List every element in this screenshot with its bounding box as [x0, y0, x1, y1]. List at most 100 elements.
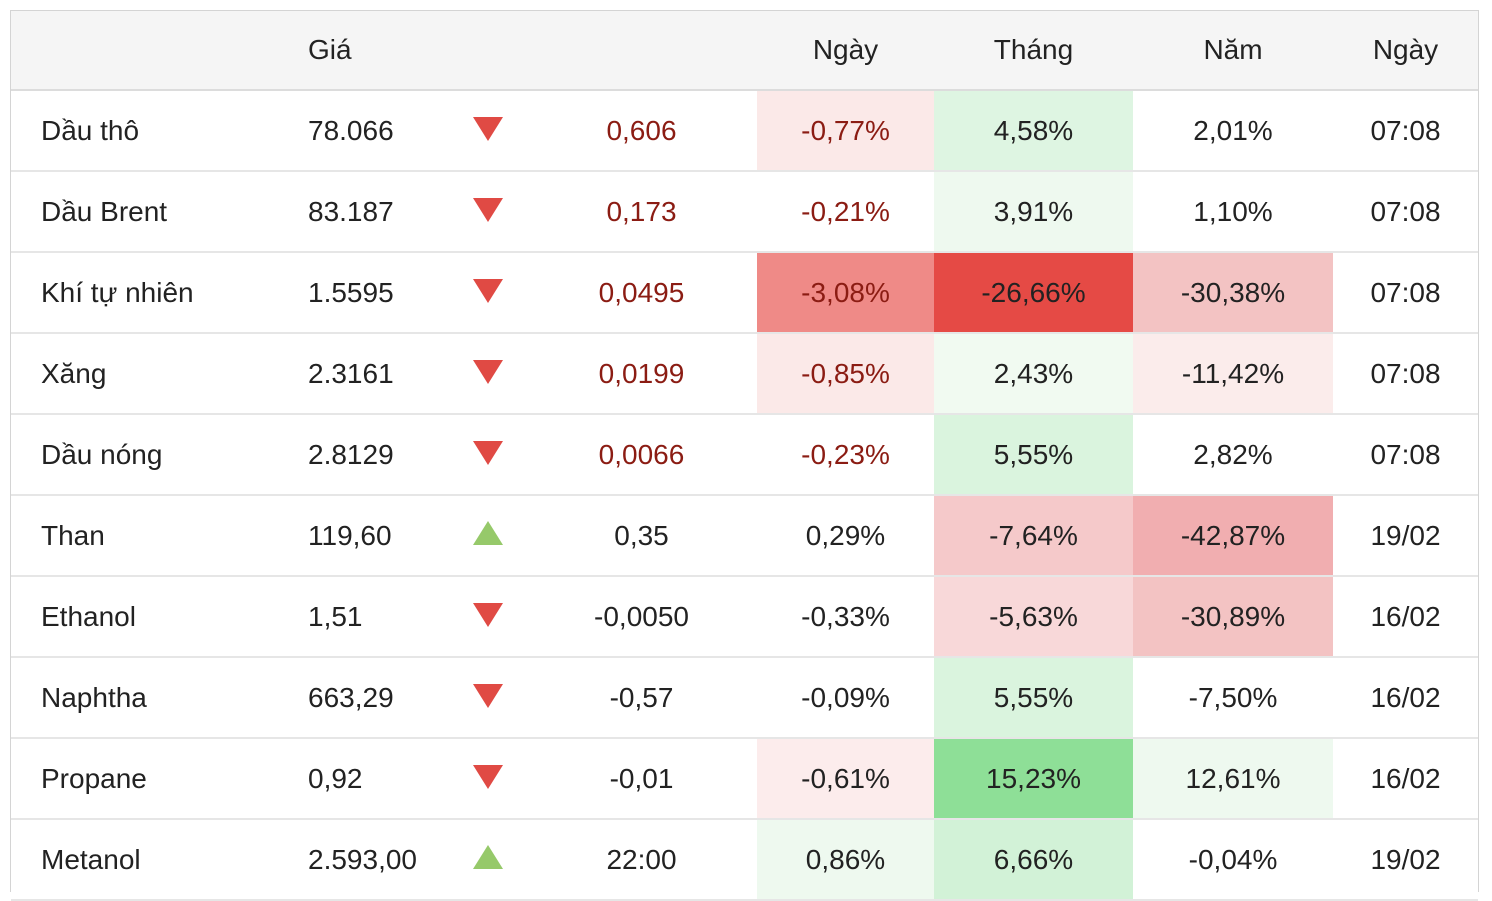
direction-cell — [459, 414, 526, 496]
commodities-table-container: Giá Ngày Tháng Năm Ngày Dầu thô 78.066 0… — [10, 10, 1479, 901]
commodity-date: 07:08 — [1333, 90, 1478, 172]
commodity-date: 07:08 — [1333, 252, 1478, 334]
commodity-price: 2.593,00 — [276, 819, 459, 901]
header-price[interactable]: Giá — [276, 11, 459, 91]
header-change[interactable] — [526, 11, 757, 91]
commodity-price: 119,60 — [276, 495, 459, 577]
commodity-price: 0,92 — [276, 738, 459, 820]
commodity-day-change: -3,08% — [757, 252, 934, 334]
commodity-year-change: -7,50% — [1133, 657, 1333, 739]
table-row[interactable]: Ethanol 1,51 -0,0050 -0,33% -5,63% -30,8… — [11, 576, 1478, 658]
header-name[interactable] — [11, 11, 276, 91]
commodity-day-change: -0,85% — [757, 333, 934, 415]
commodity-name[interactable]: Propane — [11, 738, 276, 820]
commodity-price: 1.5595 — [276, 252, 459, 334]
commodity-date: 07:08 — [1333, 414, 1478, 496]
commodity-day-change: -0,33% — [757, 576, 934, 658]
table-row[interactable]: Than 119,60 0,35 0,29% -7,64% -42,87% 19… — [11, 495, 1478, 577]
commodity-name[interactable]: Xăng — [11, 333, 276, 415]
commodity-day-change: -0,61% — [757, 738, 934, 820]
commodity-month-change: -5,63% — [934, 576, 1133, 658]
commodity-name[interactable]: Than — [11, 495, 276, 577]
commodity-month-change: 5,55% — [934, 657, 1133, 739]
header-month[interactable]: Tháng — [934, 11, 1133, 91]
down-triangle-icon — [473, 360, 503, 384]
direction-cell — [459, 495, 526, 577]
table-row[interactable]: Propane 0,92 -0,01 -0,61% 15,23% 12,61% … — [11, 738, 1478, 820]
header-day[interactable]: Ngày — [757, 11, 934, 91]
commodity-year-change: 2,82% — [1133, 414, 1333, 496]
commodity-change: -0,57 — [526, 657, 757, 739]
commodity-month-change: 3,91% — [934, 171, 1133, 253]
commodity-year-change: -30,89% — [1133, 576, 1333, 658]
commodity-change: 22:00 — [526, 819, 757, 901]
commodity-name[interactable]: Khí tự nhiên — [11, 252, 276, 334]
commodity-day-change: -0,21% — [757, 171, 934, 253]
header-year[interactable]: Năm — [1133, 11, 1333, 91]
commodity-change: -0,01 — [526, 738, 757, 820]
table-header-row: Giá Ngày Tháng Năm Ngày — [11, 11, 1478, 91]
direction-cell — [459, 333, 526, 415]
commodity-name[interactable]: Naphtha — [11, 657, 276, 739]
commodities-table: Giá Ngày Tháng Năm Ngày Dầu thô 78.066 0… — [11, 11, 1478, 901]
commodity-price: 83.187 — [276, 171, 459, 253]
header-direction — [459, 11, 526, 91]
down-triangle-icon — [473, 765, 503, 789]
down-triangle-icon — [473, 441, 503, 465]
commodity-day-change: -0,23% — [757, 414, 934, 496]
down-triangle-icon — [473, 684, 503, 708]
commodity-date: 19/02 — [1333, 819, 1478, 901]
commodity-change: -0,0050 — [526, 576, 757, 658]
commodity-name[interactable]: Dầu Brent — [11, 171, 276, 253]
commodity-year-change: 2,01% — [1133, 90, 1333, 172]
commodity-date: 16/02 — [1333, 657, 1478, 739]
direction-cell — [459, 171, 526, 253]
direction-cell — [459, 819, 526, 901]
commodity-name[interactable]: Dầu nóng — [11, 414, 276, 496]
commodity-month-change: 2,43% — [934, 333, 1133, 415]
commodity-year-change: 12,61% — [1133, 738, 1333, 820]
commodity-day-change: 0,86% — [757, 819, 934, 901]
table-row[interactable]: Dầu Brent 83.187 0,173 -0,21% 3,91% 1,10… — [11, 171, 1478, 253]
commodity-year-change: -0,04% — [1133, 819, 1333, 901]
commodity-price: 663,29 — [276, 657, 459, 739]
commodity-price: 2.3161 — [276, 333, 459, 415]
table-row[interactable]: Khí tự nhiên 1.5595 0,0495 -3,08% -26,66… — [11, 252, 1478, 334]
commodity-name[interactable]: Metanol — [11, 819, 276, 901]
table-row[interactable]: Dầu thô 78.066 0,606 -0,77% 4,58% 2,01% … — [11, 90, 1478, 172]
commodity-change: 0,173 — [526, 171, 757, 253]
up-triangle-icon — [473, 520, 503, 545]
commodity-change: 0,35 — [526, 495, 757, 577]
table-row[interactable]: Xăng 2.3161 0,0199 -0,85% 2,43% -11,42% … — [11, 333, 1478, 415]
commodity-day-change: -0,77% — [757, 90, 934, 172]
commodity-date: 07:08 — [1333, 333, 1478, 415]
commodity-price: 2.8129 — [276, 414, 459, 496]
direction-cell — [459, 738, 526, 820]
commodity-year-change: -11,42% — [1133, 333, 1333, 415]
table-row[interactable]: Naphtha 663,29 -0,57 -0,09% 5,55% -7,50%… — [11, 657, 1478, 739]
commodity-name[interactable]: Dầu thô — [11, 90, 276, 172]
commodity-day-change: -0,09% — [757, 657, 934, 739]
commodity-month-change: 5,55% — [934, 414, 1133, 496]
commodity-month-change: -7,64% — [934, 495, 1133, 577]
direction-cell — [459, 576, 526, 658]
commodity-year-change: 1,10% — [1133, 171, 1333, 253]
commodity-change: 0,0199 — [526, 333, 757, 415]
direction-cell — [459, 657, 526, 739]
commodity-date: 16/02 — [1333, 576, 1478, 658]
header-date[interactable]: Ngày — [1333, 11, 1478, 91]
commodity-date: 16/02 — [1333, 738, 1478, 820]
commodity-price: 1,51 — [276, 576, 459, 658]
commodity-name[interactable]: Ethanol — [11, 576, 276, 658]
commodity-month-change: -26,66% — [934, 252, 1133, 334]
commodity-year-change: -42,87% — [1133, 495, 1333, 577]
commodity-year-change: -30,38% — [1133, 252, 1333, 334]
commodity-day-change: 0,29% — [757, 495, 934, 577]
table-row[interactable]: Metanol 2.593,00 22:00 0,86% 6,66% -0,04… — [11, 819, 1478, 901]
table-row[interactable]: Dầu nóng 2.8129 0,0066 -0,23% 5,55% 2,82… — [11, 414, 1478, 496]
down-triangle-icon — [473, 117, 503, 141]
direction-cell — [459, 252, 526, 334]
down-triangle-icon — [473, 603, 503, 627]
direction-cell — [459, 90, 526, 172]
commodity-month-change: 6,66% — [934, 819, 1133, 901]
